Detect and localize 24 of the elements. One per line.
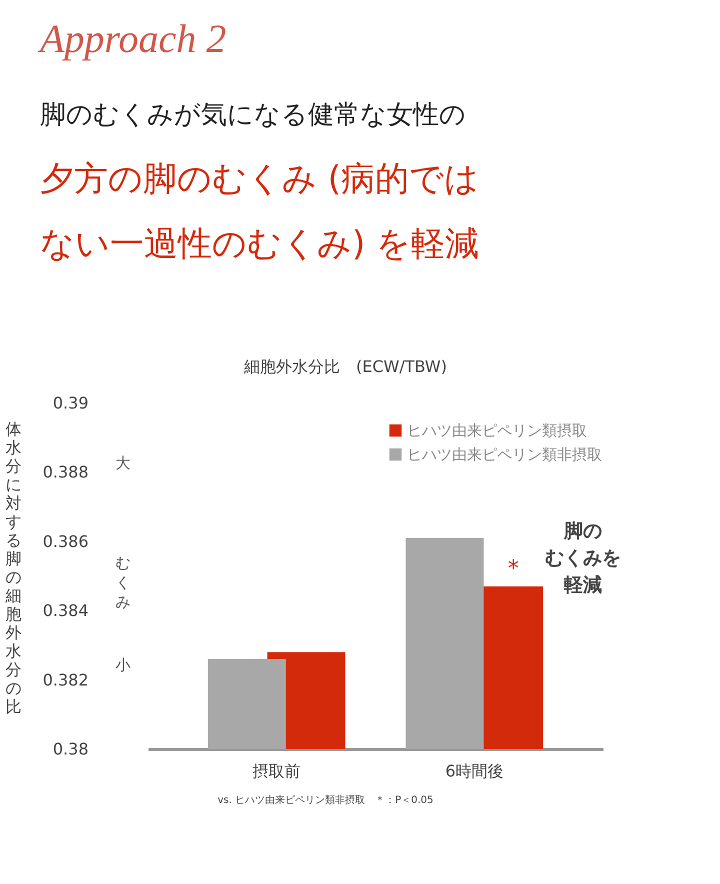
text: むくみ xyxy=(116,554,130,611)
chart-title: 脚のむくみが気になる健常な女性の xyxy=(40,100,466,130)
y-tick-label: 0.386 xyxy=(42,532,88,551)
text: 小 xyxy=(116,656,130,674)
text: 細胞外水分比 (ECW/TBW) xyxy=(243,357,447,376)
legend-label: ヒハツ由来ピペリン類摂取 xyxy=(407,422,587,440)
y-tick-label: 0.384 xyxy=(42,601,88,620)
x-tick-label: 摂取前 xyxy=(252,762,301,780)
x-tick-label: 6時間後 xyxy=(445,762,504,780)
text: 大 xyxy=(116,454,130,472)
annotation: 脚の xyxy=(563,520,602,542)
text: 体水分に対する脚の細胞外水分の比 xyxy=(6,420,22,716)
text: vs. ヒハツ由来ピペリン類非摂取 ＊：P＜0.05 xyxy=(218,794,434,806)
text: Approach 2 xyxy=(37,16,226,61)
annotation: * xyxy=(508,556,519,582)
y-tick-label: 0.38 xyxy=(52,740,88,758)
y-tick-label: 0.382 xyxy=(42,670,88,690)
annotation: むくみを xyxy=(545,547,621,569)
y-tick-label: 0.39 xyxy=(52,394,88,412)
chart-subtitle: 夕方の脚のむくみ (病的では xyxy=(40,159,480,199)
legend-label: ヒハツ由来ピペリン類非摂取 xyxy=(407,446,602,464)
y-tick-label: 0.388 xyxy=(42,462,88,482)
text: ない一過性のむくみ) を軽減 xyxy=(40,224,480,264)
annotation: 軽減 xyxy=(563,574,602,596)
